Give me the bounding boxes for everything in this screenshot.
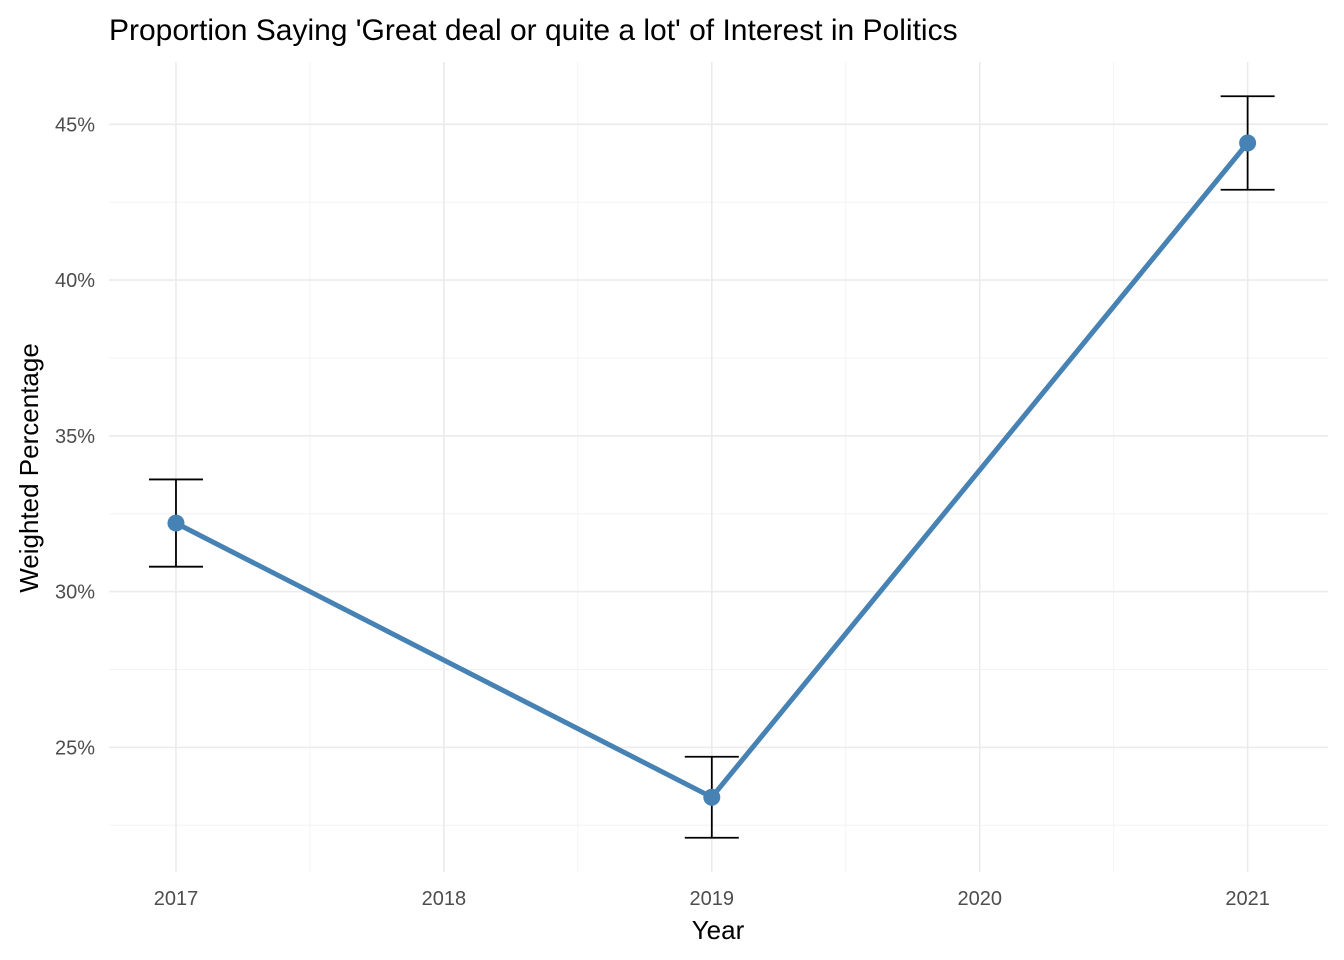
y-axis-ticks: 25% 30% 35% 40% 45% <box>55 114 95 759</box>
x-tick-label: 2017 <box>154 888 199 910</box>
y-tick-label: 25% <box>55 737 95 759</box>
x-axis-title: Year <box>692 915 745 945</box>
grid <box>109 62 1328 872</box>
x-tick-label: 2020 <box>957 888 1002 910</box>
points <box>167 134 1257 806</box>
y-tick-label: 40% <box>55 270 95 292</box>
chart-title: Proportion Saying 'Great deal or quite a… <box>109 14 958 47</box>
y-tick-label: 45% <box>55 114 95 136</box>
x-tick-label: 2019 <box>690 888 735 910</box>
data-point <box>167 514 185 532</box>
x-tick-label: 2018 <box>422 888 467 910</box>
y-tick-label: 35% <box>55 426 95 448</box>
y-axis-title: Weighted Percentage <box>14 343 44 593</box>
y-tick-label: 30% <box>55 582 95 604</box>
x-axis-ticks: 2017 2018 2019 2020 2021 <box>154 888 1270 910</box>
data-point <box>703 788 721 806</box>
data-point <box>1239 134 1257 152</box>
x-tick-label: 2021 <box>1225 888 1270 910</box>
